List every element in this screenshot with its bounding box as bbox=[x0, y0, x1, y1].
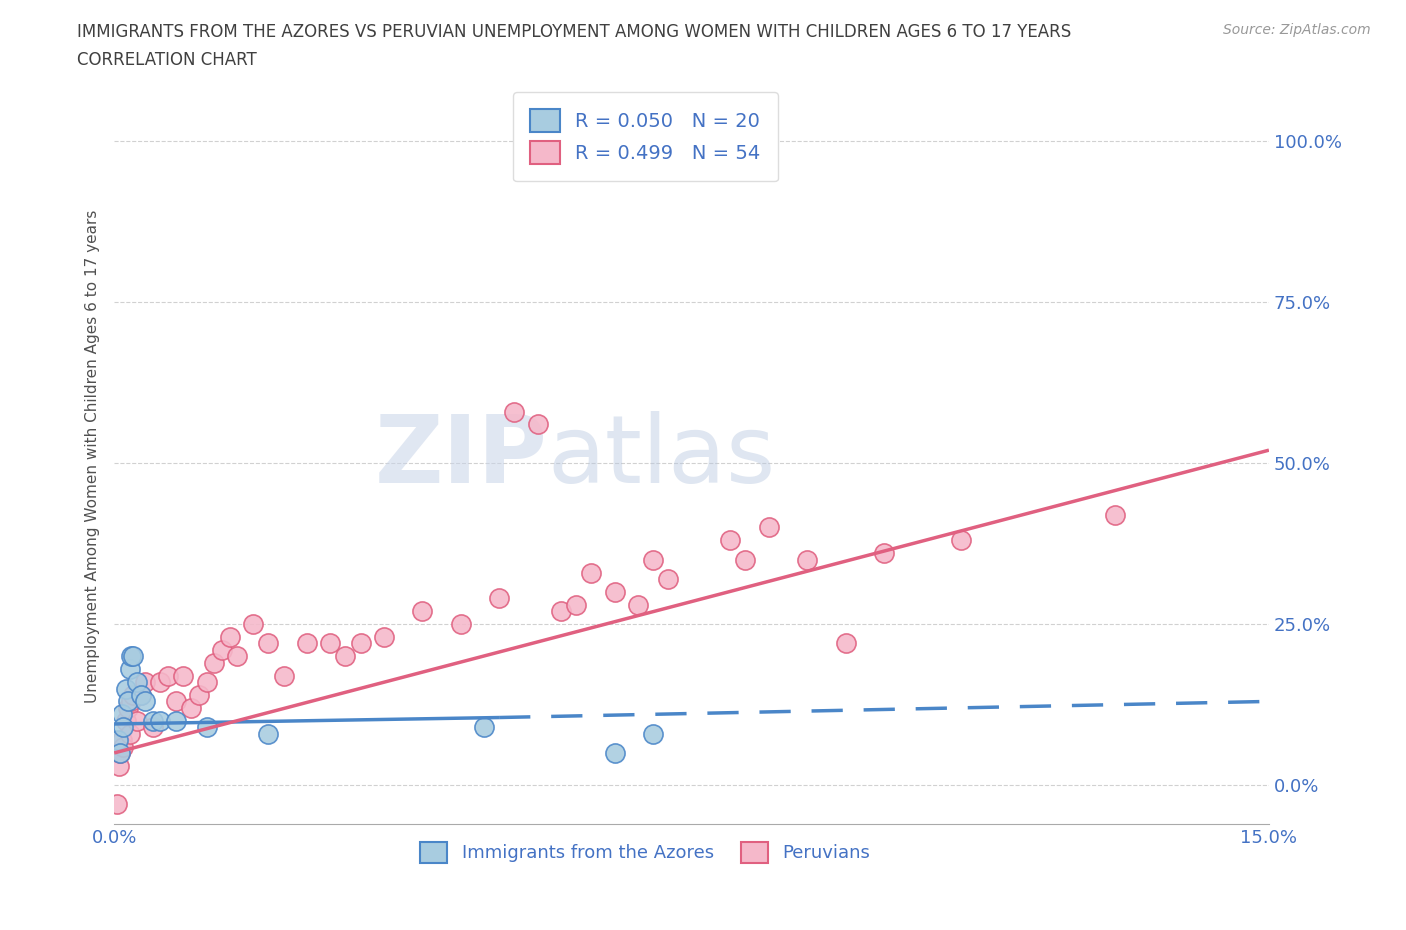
Point bbox=[834, 636, 856, 651]
Legend: Immigrants from the Azores, Peruvians: Immigrants from the Azores, Peruvians bbox=[413, 834, 877, 870]
Point bbox=[503, 404, 526, 418]
Point bbox=[180, 700, 202, 715]
Point bbox=[796, 552, 818, 567]
Point bbox=[108, 758, 131, 773]
Point bbox=[195, 720, 218, 735]
Point bbox=[127, 674, 149, 689]
Point bbox=[172, 669, 194, 684]
Point bbox=[273, 669, 295, 684]
Point bbox=[703, 134, 725, 149]
Point bbox=[107, 733, 129, 748]
Point bbox=[142, 720, 165, 735]
Point bbox=[118, 726, 141, 741]
Point bbox=[120, 649, 142, 664]
Point bbox=[295, 636, 318, 651]
Point bbox=[118, 662, 141, 677]
Point bbox=[129, 687, 152, 702]
Point bbox=[319, 636, 342, 651]
Point bbox=[734, 552, 756, 567]
Point bbox=[226, 649, 249, 664]
Point bbox=[218, 630, 240, 644]
Point bbox=[603, 584, 626, 599]
Point bbox=[603, 746, 626, 761]
Point bbox=[873, 546, 896, 561]
Point bbox=[142, 713, 165, 728]
Point bbox=[641, 726, 664, 741]
Point bbox=[195, 674, 218, 689]
Point bbox=[122, 649, 145, 664]
Point bbox=[122, 687, 145, 702]
Text: atlas: atlas bbox=[547, 411, 776, 502]
Point bbox=[565, 597, 588, 612]
Point bbox=[333, 649, 356, 664]
Point bbox=[157, 669, 180, 684]
Point bbox=[488, 591, 510, 605]
Point bbox=[110, 746, 132, 761]
Point bbox=[110, 746, 132, 761]
Text: ZIP: ZIP bbox=[374, 411, 547, 502]
Point bbox=[641, 552, 664, 567]
Point bbox=[202, 656, 225, 671]
Point bbox=[349, 636, 371, 651]
Point bbox=[165, 694, 187, 709]
Point bbox=[165, 713, 187, 728]
Point bbox=[550, 604, 572, 618]
Point bbox=[211, 643, 233, 658]
Point bbox=[111, 707, 134, 722]
Point bbox=[187, 687, 209, 702]
Point bbox=[450, 617, 472, 631]
Point bbox=[149, 674, 172, 689]
Point bbox=[129, 687, 152, 702]
Point bbox=[472, 720, 495, 735]
Point bbox=[627, 597, 650, 612]
Point bbox=[134, 674, 156, 689]
Point bbox=[758, 520, 780, 535]
Text: CORRELATION CHART: CORRELATION CHART bbox=[77, 51, 257, 69]
Point bbox=[1104, 507, 1126, 522]
Point bbox=[718, 533, 741, 548]
Point bbox=[112, 720, 135, 735]
Point bbox=[112, 739, 135, 754]
Point bbox=[242, 617, 264, 631]
Point bbox=[114, 681, 136, 696]
Y-axis label: Unemployment Among Women with Children Ages 6 to 17 years: Unemployment Among Women with Children A… bbox=[86, 210, 100, 703]
Point bbox=[257, 636, 280, 651]
Text: IMMIGRANTS FROM THE AZORES VS PERUVIAN UNEMPLOYMENT AMONG WOMEN WITH CHILDREN AG: IMMIGRANTS FROM THE AZORES VS PERUVIAN U… bbox=[77, 23, 1071, 41]
Point bbox=[134, 694, 156, 709]
Point bbox=[149, 713, 172, 728]
Point bbox=[411, 604, 433, 618]
Point bbox=[114, 713, 136, 728]
Point bbox=[949, 533, 972, 548]
Point bbox=[117, 700, 139, 715]
Point bbox=[257, 726, 280, 741]
Point bbox=[581, 565, 603, 580]
Point bbox=[127, 713, 149, 728]
Point bbox=[657, 572, 679, 587]
Point bbox=[526, 417, 548, 432]
Text: Source: ZipAtlas.com: Source: ZipAtlas.com bbox=[1223, 23, 1371, 37]
Point bbox=[105, 797, 128, 812]
Point bbox=[111, 733, 134, 748]
Point bbox=[373, 630, 395, 644]
Point bbox=[120, 694, 142, 709]
Point bbox=[117, 694, 139, 709]
